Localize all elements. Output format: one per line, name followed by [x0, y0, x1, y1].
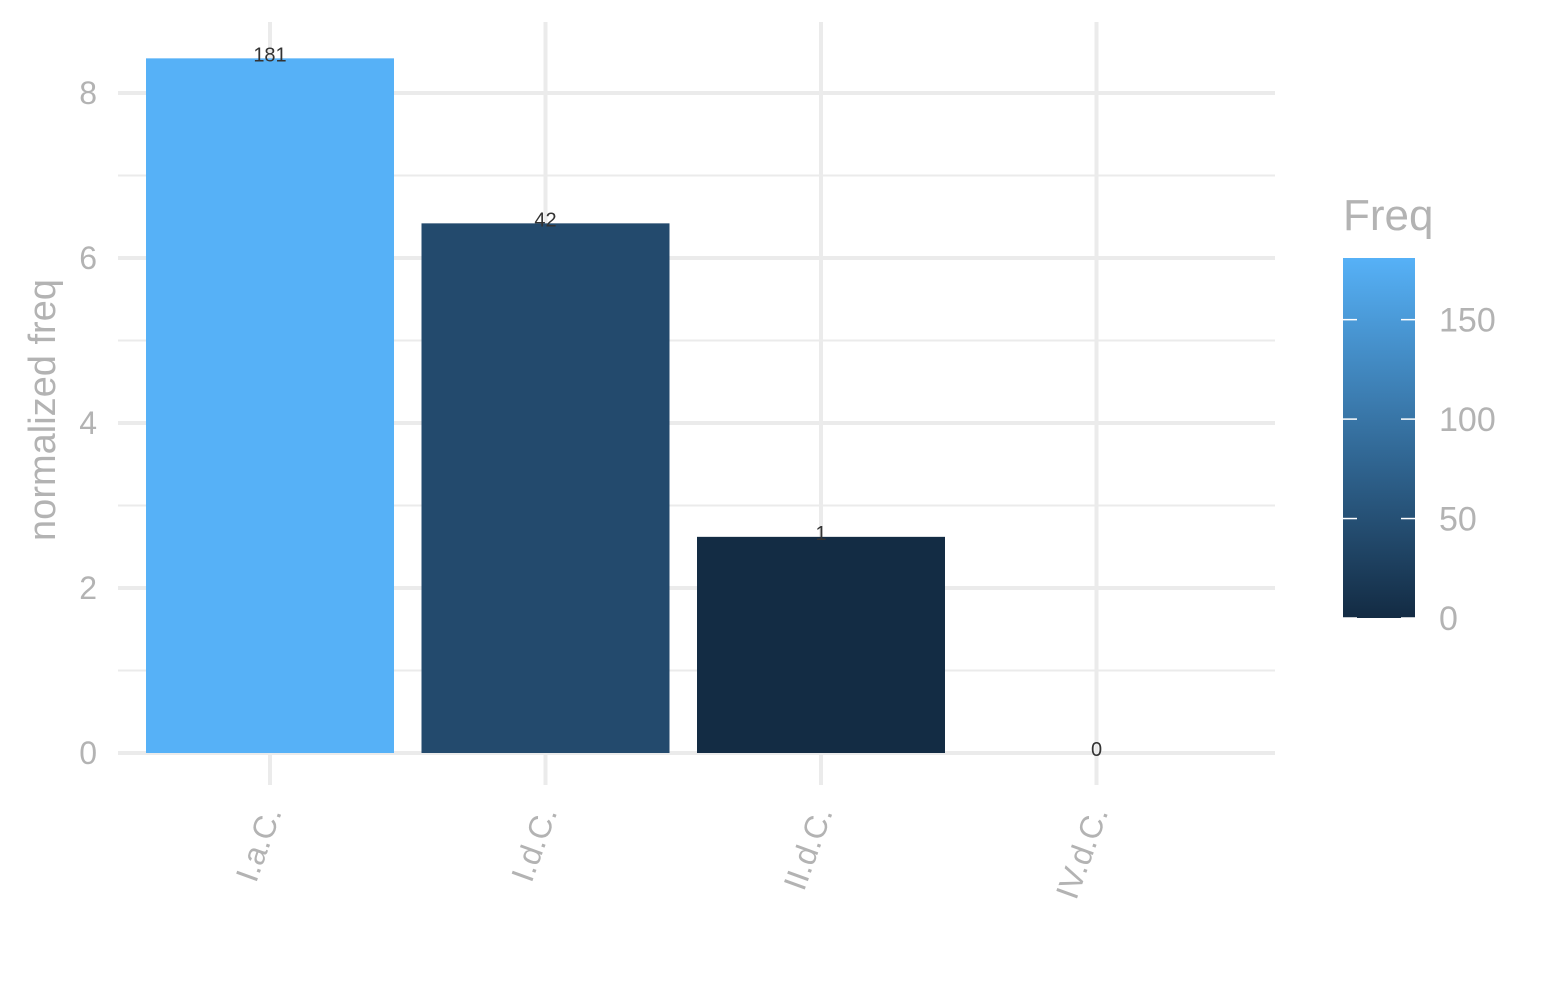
x-tick-label: IV.d.C. — [1049, 802, 1115, 903]
bar-value-label: 0 — [1091, 739, 1102, 761]
y-axis-title: normalized freq — [22, 279, 64, 541]
legend-tick-label: 150 — [1439, 302, 1496, 340]
legend-title: Freq — [1343, 191, 1433, 240]
x-tick-label: I.a.C. — [229, 802, 289, 886]
y-tick-label: 0 — [79, 735, 97, 771]
legend-tick-label: 100 — [1439, 401, 1496, 439]
y-tick-label: 2 — [79, 570, 97, 606]
legend-color-bar — [1343, 258, 1415, 618]
y-tick-label: 8 — [79, 75, 97, 111]
bar-II.d.C. — [697, 536, 945, 753]
bar-value-labels: 181 42 1 0 — [253, 44, 1102, 761]
legend-tick-label: 50 — [1439, 501, 1477, 539]
x-tick-label: I.d.C. — [504, 802, 564, 886]
bar-value-label: 42 — [534, 209, 556, 231]
bar-I.a.C. — [146, 58, 394, 754]
x-tick-label: II.d.C. — [777, 802, 840, 895]
y-tick-label: 4 — [79, 405, 97, 441]
bar-value-label: 181 — [253, 44, 286, 66]
bars — [146, 58, 945, 754]
bar-I.d.C. — [421, 223, 670, 754]
y-tick-label: 6 — [79, 240, 97, 276]
bar-value-label: 1 — [815, 523, 826, 545]
legend-tick-label: 0 — [1439, 600, 1458, 638]
legend: Freq 0 50 100 150 — [1343, 191, 1496, 638]
